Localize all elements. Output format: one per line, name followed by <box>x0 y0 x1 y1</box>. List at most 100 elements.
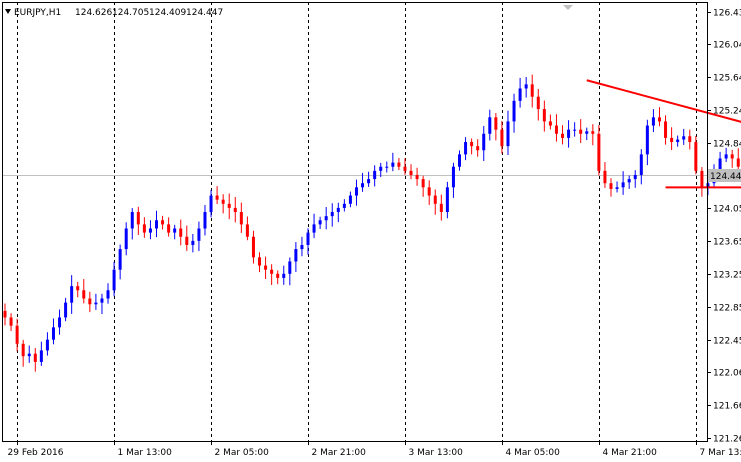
candle <box>645 119 649 166</box>
candle-body <box>597 133 601 171</box>
candle-body <box>397 162 401 167</box>
y-tick-label: 124.84 <box>713 140 741 150</box>
candle <box>215 186 219 205</box>
candle-body <box>179 228 183 237</box>
candle <box>579 119 583 144</box>
candle-body <box>670 137 674 143</box>
candle-body <box>651 117 655 126</box>
candle-body <box>100 298 104 303</box>
candle-body <box>3 310 7 318</box>
x-tick-label: 1 Mar 13:00 <box>118 448 173 458</box>
candle <box>445 181 449 219</box>
candle-body <box>58 317 62 328</box>
candle <box>258 252 262 273</box>
candle <box>724 147 728 163</box>
candle-body <box>215 195 219 200</box>
candle <box>58 309 62 335</box>
vertical-grid <box>17 2 697 441</box>
resistance-trendline <box>586 79 741 123</box>
candle-body <box>482 133 486 151</box>
candle <box>348 191 352 208</box>
candle <box>300 236 304 257</box>
y-tick-label: 122.85 <box>713 304 741 314</box>
candle <box>306 228 310 255</box>
candle <box>470 138 474 155</box>
candle <box>682 128 686 145</box>
candle-body <box>676 139 680 143</box>
candle <box>70 275 74 314</box>
candle <box>482 126 486 162</box>
candle <box>391 152 395 172</box>
current-price-value: 124.44 <box>710 172 741 182</box>
candle-body <box>627 179 631 183</box>
candle <box>233 196 237 223</box>
candle-body <box>251 236 255 258</box>
symbol-label: EURJPY,H1 <box>14 8 61 18</box>
candle <box>633 170 637 188</box>
candle <box>688 129 692 150</box>
candle <box>591 124 595 146</box>
candle <box>627 175 631 189</box>
candle <box>730 150 734 168</box>
candle <box>700 167 704 197</box>
candle <box>597 125 601 176</box>
x-tick-label: 4 Mar 21:00 <box>603 448 658 458</box>
candle <box>476 139 480 157</box>
candle-body <box>155 220 158 229</box>
candle-body <box>536 96 540 110</box>
candle-body <box>415 174 419 180</box>
candle-body <box>470 142 474 147</box>
candle <box>312 213 316 239</box>
y-tick-label: 125.24 <box>713 107 741 117</box>
candle-body <box>403 166 407 171</box>
candle <box>506 110 510 156</box>
candle <box>161 215 165 230</box>
candle <box>561 125 565 145</box>
candle <box>245 216 249 241</box>
candle-body <box>197 228 201 241</box>
candle <box>500 120 504 154</box>
candle-body <box>270 269 274 274</box>
candle <box>542 100 546 132</box>
candle-body <box>191 240 195 245</box>
candles <box>3 74 740 372</box>
candle-body <box>500 129 504 147</box>
candle <box>670 127 674 150</box>
candle <box>282 265 286 285</box>
candle-body <box>221 199 225 204</box>
candle-body <box>633 174 637 180</box>
candle-body <box>451 166 455 188</box>
candle-body <box>348 195 352 204</box>
candle-body <box>573 129 577 131</box>
candle-body <box>209 195 213 213</box>
candle <box>330 203 334 227</box>
candle-body <box>203 212 207 229</box>
candle <box>203 205 207 236</box>
candle <box>554 114 558 142</box>
candle-body <box>239 212 243 225</box>
candle-body <box>324 216 328 221</box>
scroll-shift-marker-icon[interactable] <box>563 5 573 10</box>
candle-body <box>367 179 371 184</box>
candle <box>294 242 298 272</box>
candle <box>585 127 589 141</box>
candle <box>106 283 110 304</box>
candle <box>397 157 401 171</box>
candle-body <box>318 220 322 225</box>
candle-body <box>354 187 358 196</box>
candle-body <box>700 170 704 188</box>
candle <box>361 172 365 192</box>
candle <box>409 164 413 180</box>
candle-body <box>336 207 340 213</box>
candle-body <box>409 170 413 175</box>
candle-body <box>615 187 619 189</box>
trendlines[interactable] <box>586 79 741 189</box>
candle-body <box>488 117 492 134</box>
candle-body <box>45 339 49 351</box>
candle-body <box>148 228 152 233</box>
current-price-badge <box>708 169 741 182</box>
candle-body <box>591 131 595 134</box>
candle-body <box>227 203 231 208</box>
